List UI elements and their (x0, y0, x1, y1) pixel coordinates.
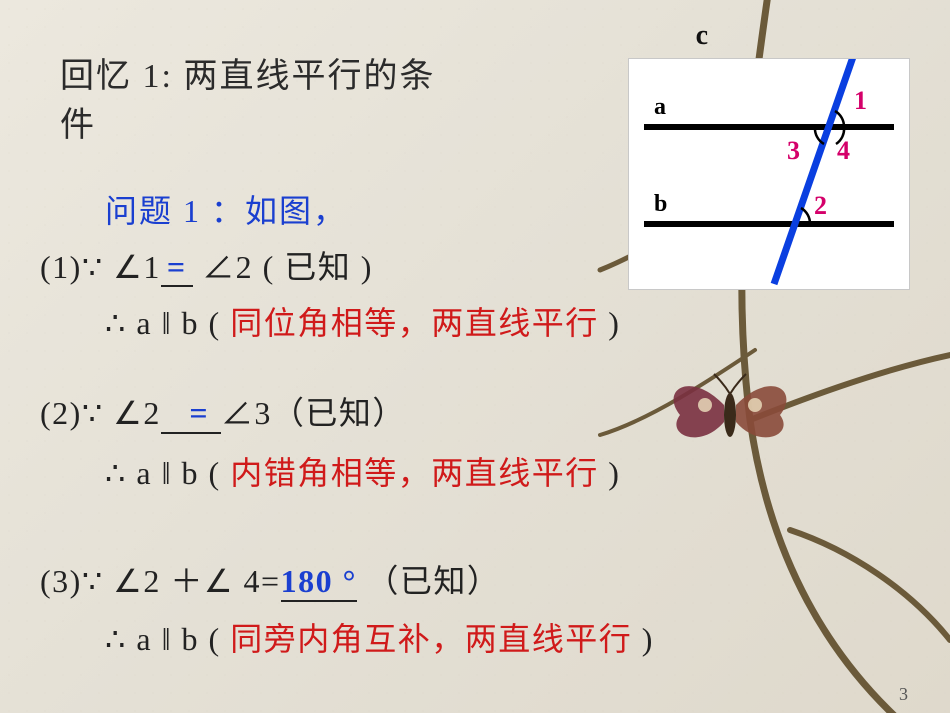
butterfly-decor (660, 360, 800, 470)
item2-equals: = (189, 395, 209, 431)
item3-conclusion: ∴ a ‖ b ( 同旁内角互补，两直线平行 ) (105, 614, 654, 660)
item1-conclusion: ∴ a ‖ b ( 同位角相等，两直线平行 ) (105, 298, 620, 344)
parallel-lines-diagram: a b 1 3 4 2 (628, 58, 910, 290)
item1-given: (1)∵ ∠1= ∠2 ( 已知 ) (40, 242, 373, 288)
item2-mid: ∠3（已知） (221, 395, 406, 431)
item1-conc-pre: ∴ a ‖ b ( (105, 305, 230, 341)
item2-prefix: (2)∵ ∠2 (40, 395, 161, 431)
item2-blank: = (161, 395, 221, 434)
item3-conc-pre: ∴ a ‖ b ( (105, 621, 230, 657)
diagram-svg: a b 1 3 4 2 (629, 59, 909, 289)
item2-given: (2)∵ ∠2 = ∠3（已知） (40, 388, 406, 434)
item3-reason: 同旁内角互补，两直线平行 (230, 621, 632, 657)
question-label: 问题 1 ：如图， (105, 186, 347, 232)
item2-reason: 内错角相等，两直线平行 (230, 455, 599, 491)
label-b: b (654, 191, 667, 217)
item2-conc-post: ) (599, 455, 621, 491)
item2-conc-pre: ∴ a ‖ b ( (105, 455, 230, 491)
item3-mid: （已知） (357, 563, 501, 599)
slide-page: c 回忆 1: 两直线平行的条 件 问题 1 ：如图， (1)∵ ∠1= ∠2 … (0, 0, 950, 713)
item3-prefix: (3)∵ ∠2 ＋∠ 4= (40, 563, 281, 599)
item1-reason: 同位角相等，两直线平行 (230, 305, 599, 341)
item2-conclusion: ∴ a ‖ b ( 内错角相等，两直线平行 ) (105, 448, 620, 494)
slide-title: 回忆 1: 两直线平行的条 件 (60, 52, 435, 151)
label-a: a (654, 94, 666, 120)
angle-1: 1 (854, 86, 867, 115)
page-number: 3 (899, 684, 908, 705)
item1-conc-post: ) (599, 305, 621, 341)
item1-prefix: (1)∵ ∠1 (40, 249, 161, 285)
item1-mid: ∠2 ( 已知 ) (202, 249, 373, 285)
item1-equals: = (161, 249, 193, 287)
angle-3: 3 (787, 136, 800, 165)
angle-2: 2 (814, 191, 827, 220)
item3-given: (3)∵ ∠2 ＋∠ 4=180 ° （已知） (40, 556, 500, 602)
item3-conc-post: ) (632, 621, 654, 657)
line-c (774, 59, 854, 284)
title-line1: 回忆 1: 两直线平行的条 (60, 58, 435, 95)
item3-blank: 180 ° (281, 563, 357, 602)
item3-val: 180 ° (281, 563, 357, 599)
title-line2: 件 (60, 107, 96, 144)
label-c-outer: c (696, 20, 708, 52)
